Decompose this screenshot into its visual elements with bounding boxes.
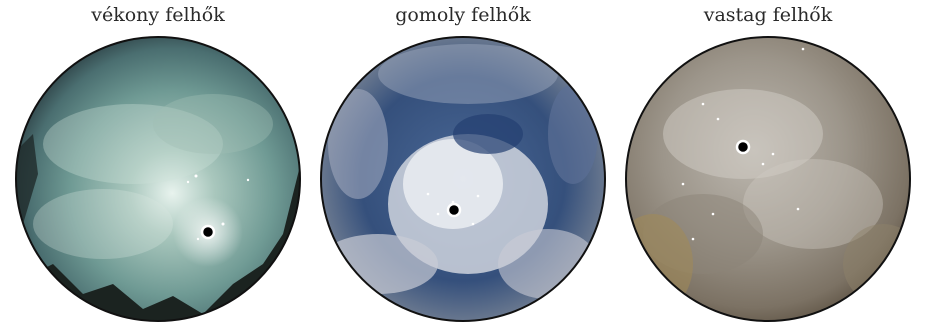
panel-cumulus-clouds: gomoly felhők: [313, 0, 613, 328]
caption-cumulus-clouds: gomoly felhők: [395, 4, 531, 26]
thin-clouds-image: [13, 34, 303, 324]
panel-thin-clouds: vékony felhők: [8, 0, 308, 328]
thick-clouds-image: [623, 34, 913, 324]
caption-thick-clouds: vastag felhők: [703, 4, 833, 26]
caption-thin-clouds: vékony felhők: [91, 4, 225, 26]
panel-thick-clouds: vastag felhők: [618, 0, 918, 328]
sun-marker: [200, 224, 216, 240]
cumulus-clouds-image: [318, 34, 608, 324]
sun-marker: [735, 139, 751, 155]
sun-marker: [446, 202, 462, 218]
